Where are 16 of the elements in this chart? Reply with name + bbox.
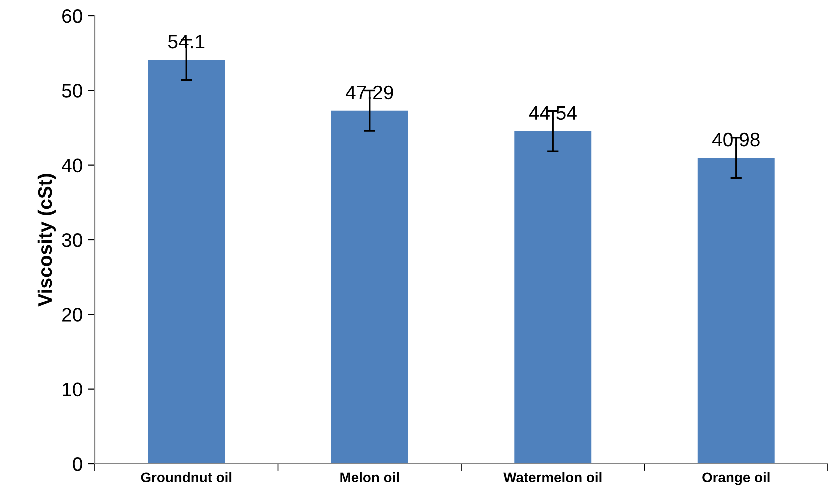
y-tick-label: 20: [62, 308, 82, 322]
y-axis-title: Viscosity (cSt): [38, 174, 56, 307]
y-tick-label: 40: [62, 158, 82, 173]
bar: [514, 131, 592, 464]
y-tick-label: 60: [62, 9, 82, 24]
y-tick-label: 30: [62, 233, 82, 248]
bar: [148, 60, 226, 464]
y-tick-label: 0: [73, 457, 82, 472]
bar: [331, 110, 408, 464]
x-tick-label: Melon oil: [340, 472, 399, 483]
x-tick-label: Orange oil: [702, 472, 770, 486]
bar: [698, 158, 775, 464]
y-tick-label: 50: [62, 84, 82, 98]
x-tick-label: Watermelon oil: [504, 472, 602, 483]
y-tick-label: 10: [63, 382, 82, 397]
x-tick-label: Groundnut oil: [141, 472, 232, 483]
